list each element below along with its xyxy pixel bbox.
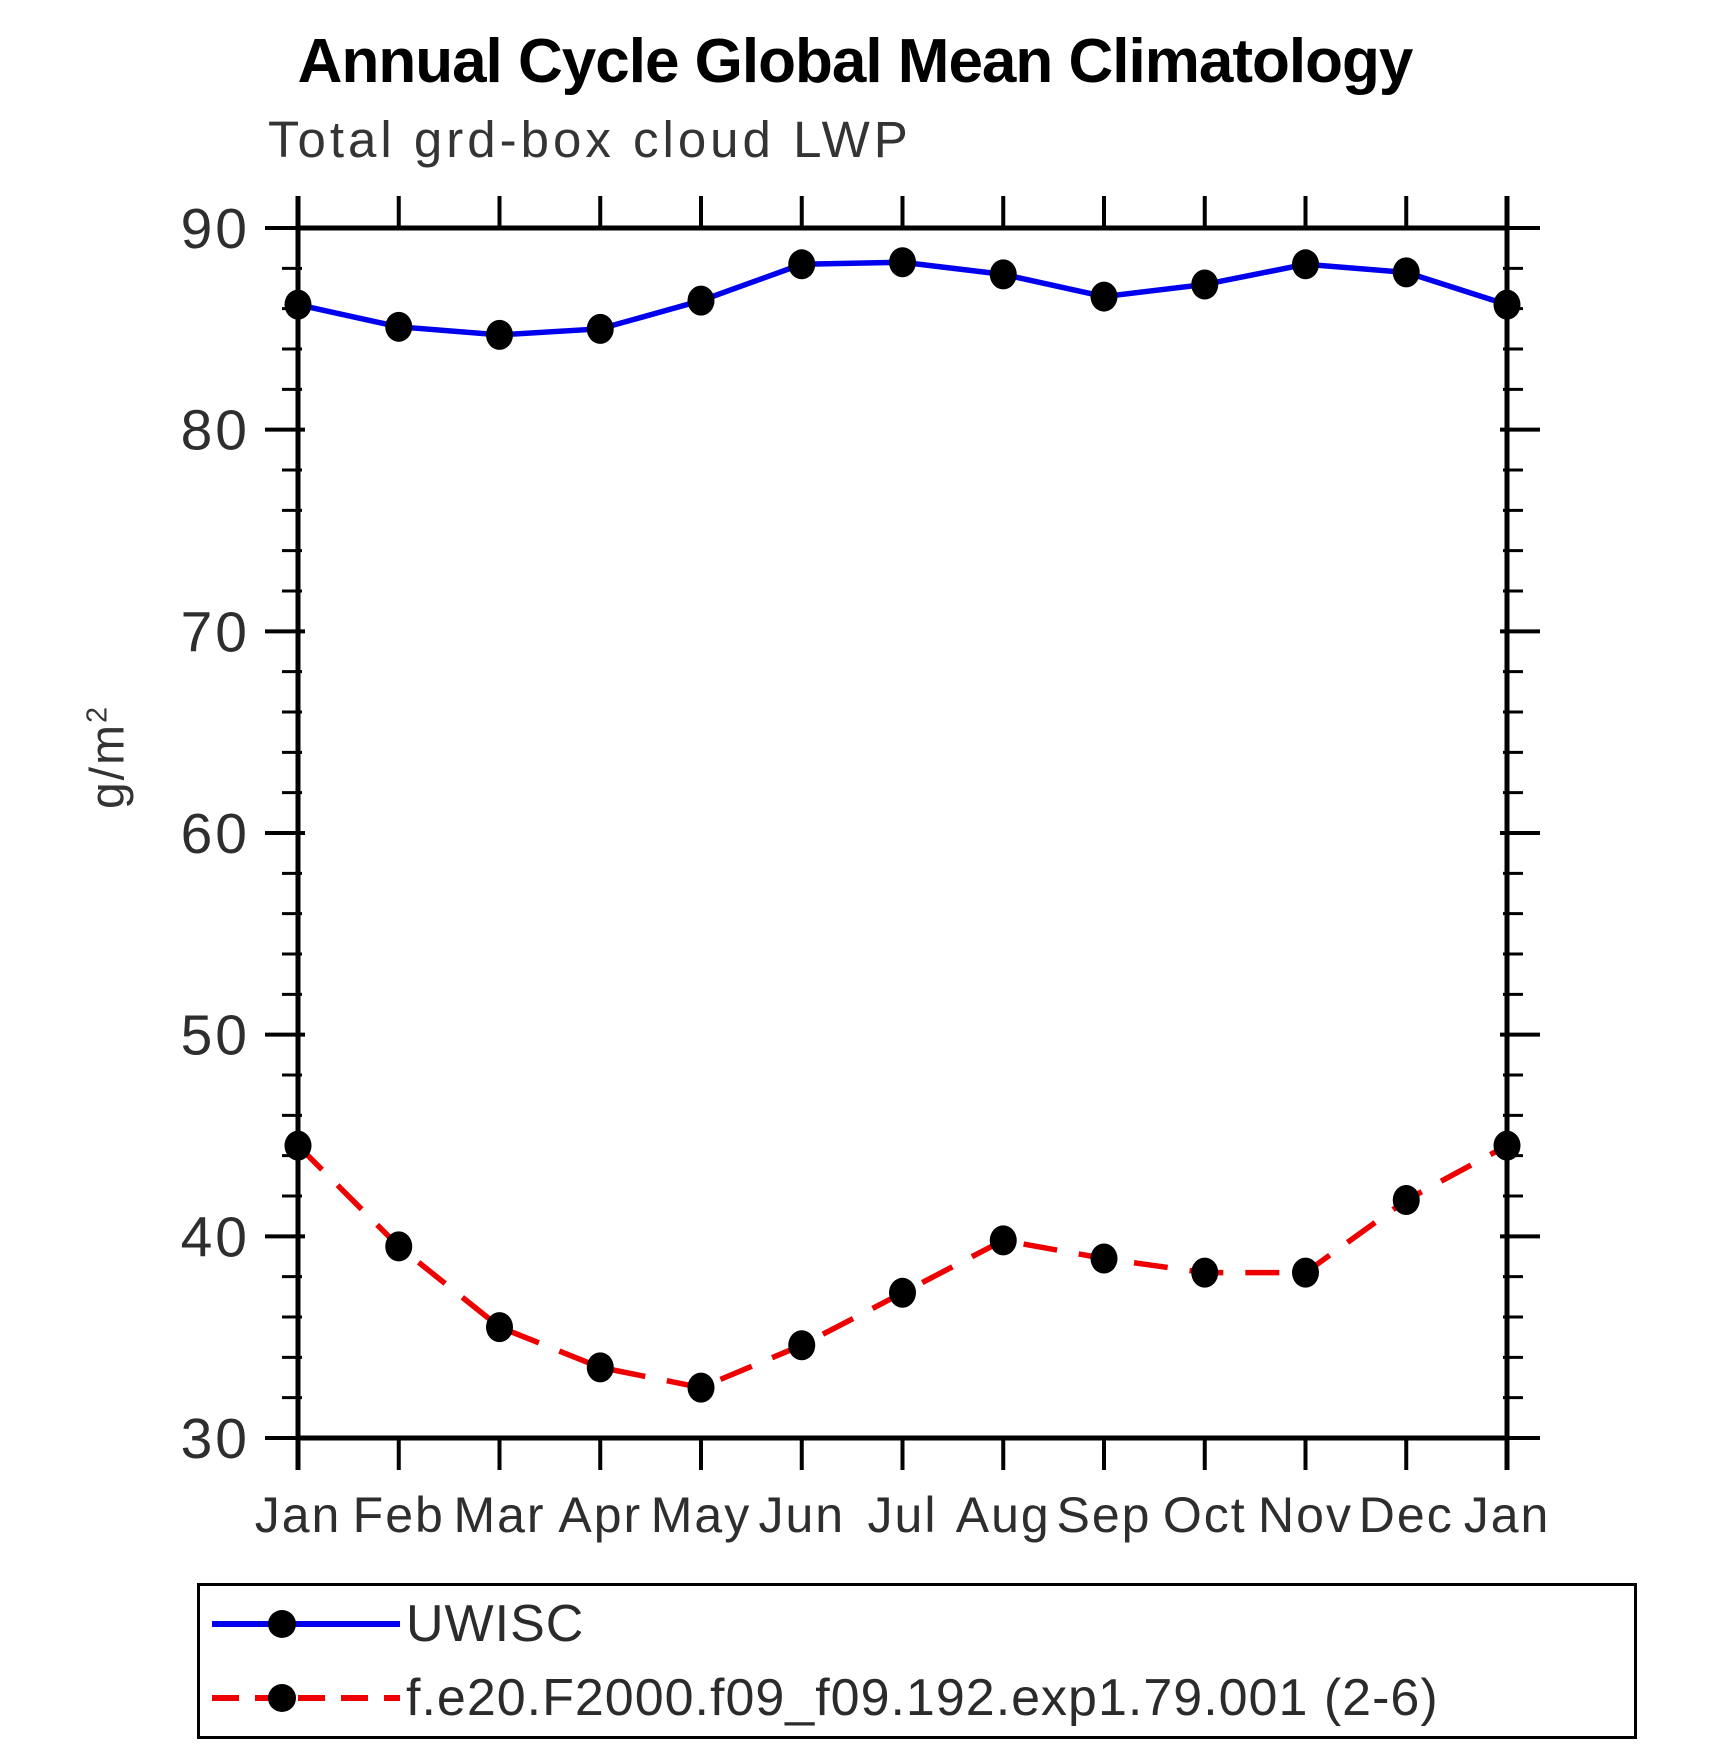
data-point-uwisc-apr-3 bbox=[586, 313, 614, 344]
data-point-uwisc-jul-6 bbox=[889, 247, 916, 278]
x-tick-label: Jun bbox=[758, 1487, 845, 1543]
data-point-uwisc-dec-11 bbox=[1392, 257, 1420, 288]
legend-marker-model bbox=[268, 1683, 296, 1712]
x-tick-label: Jan bbox=[1464, 1487, 1551, 1543]
data-point-uwisc-jun-5 bbox=[788, 249, 816, 280]
data-point-uwisc-may-4 bbox=[687, 285, 715, 316]
data-point-uwisc-feb-1 bbox=[385, 311, 413, 342]
x-tick-label: Jul bbox=[868, 1487, 938, 1543]
data-point-uwisc-sep-8 bbox=[1090, 281, 1118, 312]
data-point-uwisc-nov-10 bbox=[1292, 249, 1319, 280]
data-point-model-jan-0 bbox=[284, 1130, 312, 1161]
x-tick-label: May bbox=[651, 1487, 751, 1543]
x-tick-label: Aug bbox=[956, 1487, 1051, 1543]
data-point-model-mar-2 bbox=[486, 1312, 513, 1343]
data-point-model-sep-8 bbox=[1090, 1243, 1118, 1274]
data-point-model-aug-7 bbox=[989, 1225, 1017, 1256]
data-point-uwisc-mar-2 bbox=[486, 319, 513, 350]
x-tick-label: Mar bbox=[453, 1487, 545, 1543]
y-tick-label: 70 bbox=[181, 600, 250, 664]
series-line-model bbox=[296, 1143, 1509, 1391]
legend-row-model: f.e20.F2000.f09_f09.192.exp1.79.001 (2-6… bbox=[206, 1663, 1634, 1733]
legend-sample-solid-blue-line bbox=[212, 1610, 400, 1639]
y-tick-label: 30 bbox=[181, 1407, 250, 1471]
y-tick-label: 80 bbox=[181, 399, 250, 463]
y-tick-label: 60 bbox=[181, 802, 250, 866]
data-point-model-feb-1 bbox=[385, 1231, 413, 1262]
y-tick-label: 90 bbox=[181, 197, 250, 261]
data-point-model-jul-6 bbox=[889, 1277, 916, 1308]
legend: UWISC f.e20.F2000.f09_f09.192.exp1.79.00… bbox=[197, 1583, 1637, 1739]
y-tick-label: 50 bbox=[181, 1004, 250, 1068]
y-tick-label: 40 bbox=[181, 1205, 250, 1269]
x-tick-label: Apr bbox=[558, 1487, 642, 1543]
legend-label-model: f.e20.F2000.f09_f09.192.exp1.79.001 (2-6… bbox=[406, 1668, 1439, 1727]
legend-row-uwisc: UWISC bbox=[206, 1589, 1634, 1659]
data-point-model-jan-12 bbox=[1493, 1130, 1521, 1161]
chart-title: Annual Cycle Global Mean Climatology bbox=[297, 27, 1414, 96]
data-point-model-jun-5 bbox=[788, 1330, 816, 1361]
x-tick-label: Jan bbox=[255, 1487, 342, 1543]
data-point-uwisc-oct-9 bbox=[1191, 269, 1219, 300]
legend-sample-dashed-red-line bbox=[212, 1683, 400, 1712]
x-tick-label: Nov bbox=[1258, 1487, 1353, 1543]
data-point-uwisc-jan-12 bbox=[1493, 289, 1521, 320]
data-point-uwisc-jan-0 bbox=[284, 289, 312, 320]
x-tick-label: Feb bbox=[353, 1487, 445, 1543]
legend-label-uwisc: UWISC bbox=[406, 1595, 585, 1654]
data-point-model-dec-11 bbox=[1392, 1185, 1420, 1216]
data-point-model-may-4 bbox=[687, 1372, 715, 1403]
data-point-uwisc-aug-7 bbox=[989, 259, 1017, 290]
x-tick-label: Dec bbox=[1359, 1487, 1454, 1543]
data-point-model-apr-3 bbox=[586, 1352, 614, 1383]
data-point-model-nov-10 bbox=[1292, 1257, 1319, 1288]
legend-marker-uwisc bbox=[268, 1610, 296, 1639]
data-point-model-oct-9 bbox=[1191, 1257, 1219, 1288]
x-tick-label: Oct bbox=[1163, 1487, 1247, 1543]
chart-subtitle: Total grd-box cloud LWP bbox=[268, 111, 912, 168]
x-tick-label: Sep bbox=[1057, 1487, 1152, 1543]
